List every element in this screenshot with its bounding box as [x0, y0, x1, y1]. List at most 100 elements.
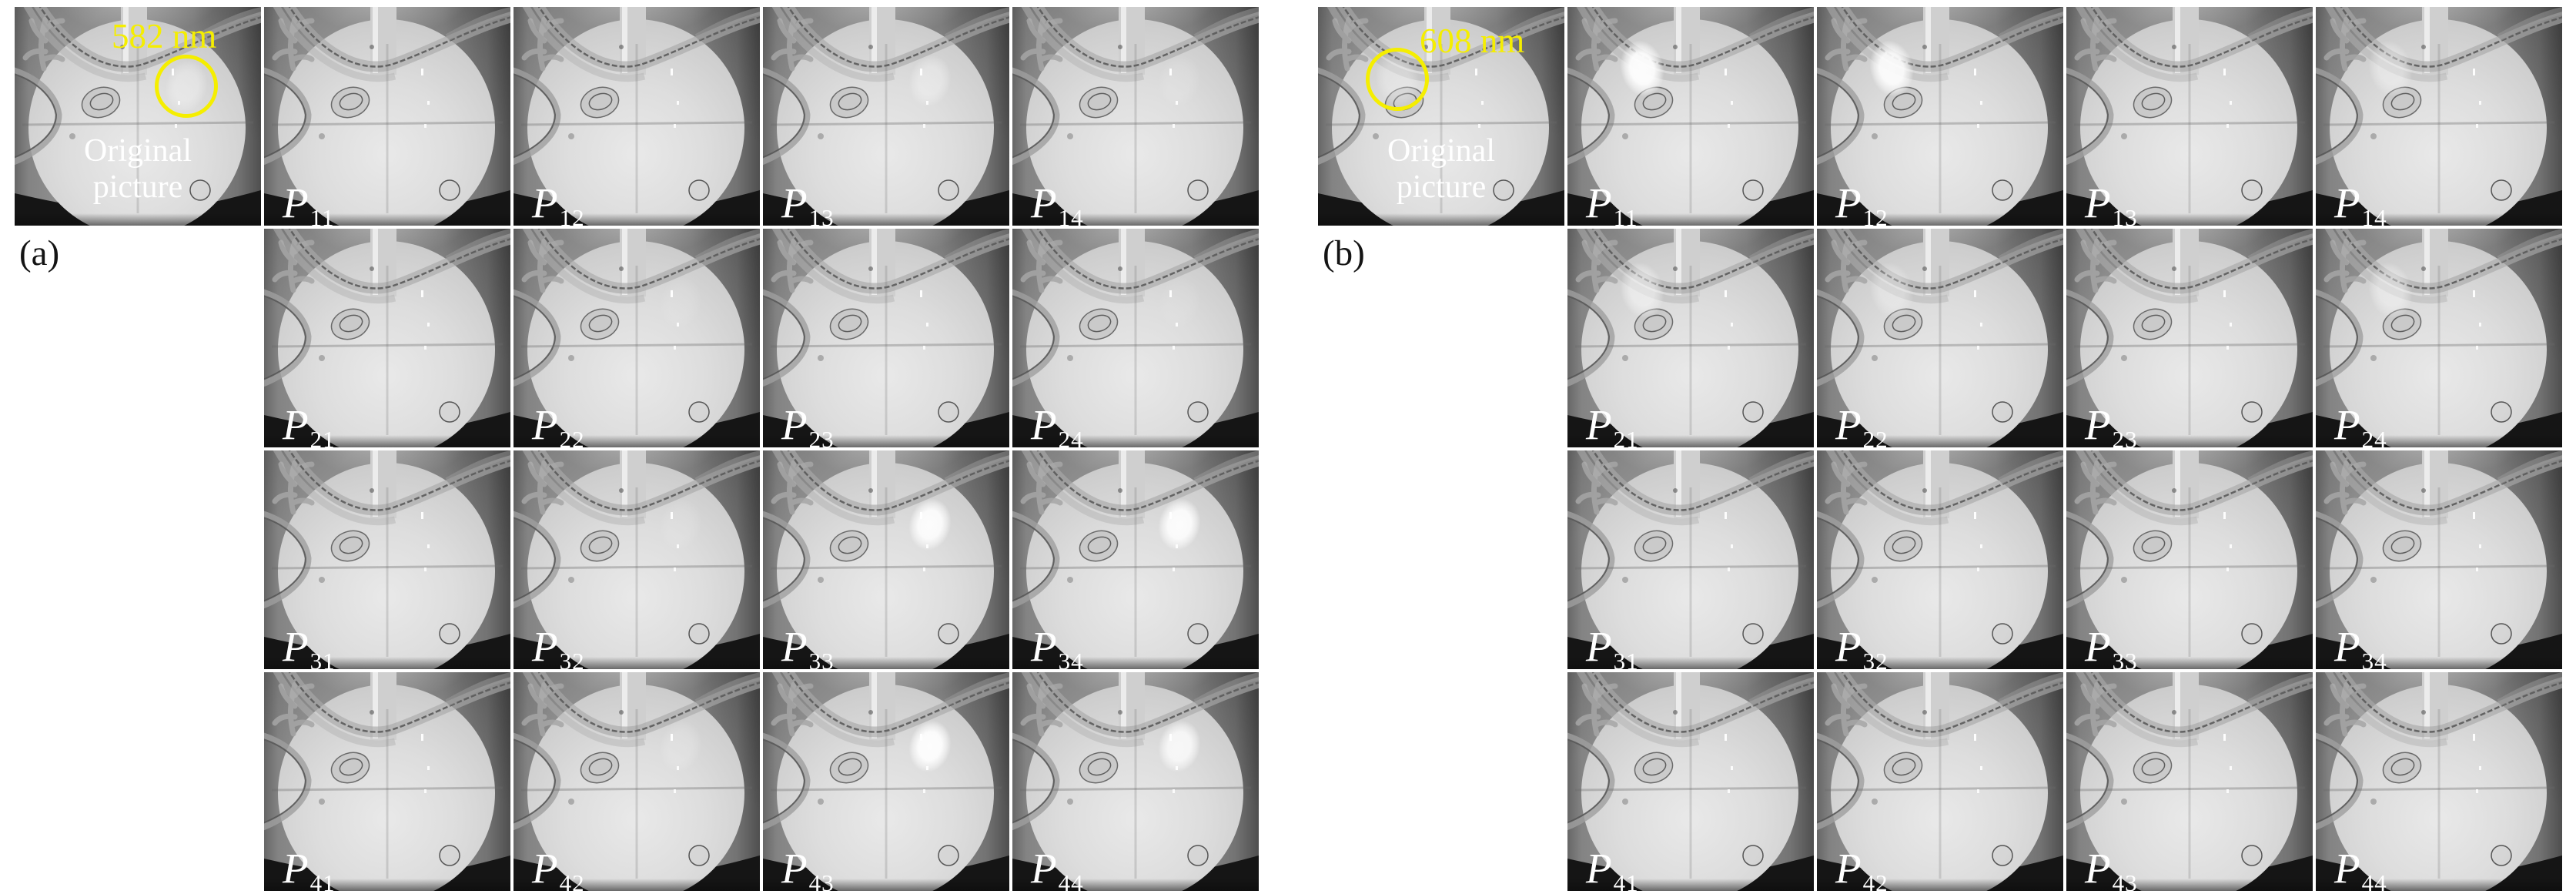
phantom-photo-art — [1817, 672, 2063, 891]
matrix-element-label: P23 — [781, 403, 835, 447]
label-subscript: 44 — [2361, 869, 2387, 891]
cell-a-P11: P11 — [264, 7, 510, 226]
bottom-shade — [2066, 657, 2313, 669]
blob-outline — [2133, 530, 2173, 562]
cell-a-P33: P33 — [763, 450, 1009, 669]
speck — [920, 290, 922, 297]
left-curve-band — [514, 732, 561, 831]
label-subscript: 11 — [309, 204, 335, 226]
blob-inner-outline — [1087, 92, 1112, 111]
label-subscript: 12 — [559, 204, 585, 226]
swoosh-edge — [787, 229, 1009, 290]
plant-decoration — [272, 16, 315, 72]
speck — [920, 734, 922, 741]
rod-highlight — [373, 229, 378, 295]
speck — [1173, 568, 1175, 571]
cell-b-P23: P23 — [2066, 229, 2313, 447]
bottom-shade — [15, 213, 261, 226]
left-curve-edge — [1817, 295, 1860, 380]
speck — [1980, 323, 1982, 326]
crosshair-horizontal — [770, 121, 1002, 126]
speck — [923, 346, 925, 350]
label-base: P — [2085, 401, 2111, 447]
speck — [2223, 512, 2226, 519]
label-base: P — [1835, 401, 1862, 447]
blob-inner-outline — [2141, 758, 2166, 776]
label-subscript: 31 — [1613, 648, 1639, 669]
inclusion-spot — [1158, 498, 1201, 551]
original-picture-label: Original picture — [1318, 133, 1564, 206]
speck — [1728, 568, 1730, 571]
dark-speck — [1622, 577, 1628, 583]
annotation-circle — [155, 55, 218, 118]
phantom-photo-art — [1817, 7, 2063, 226]
left-curve-edge — [514, 295, 557, 380]
blob-outline — [1079, 86, 1119, 119]
swoosh-edge — [787, 7, 1009, 68]
label-base: P — [1835, 845, 1862, 891]
left-curve-edge — [2066, 295, 2109, 380]
rod-highlight — [1121, 7, 1126, 73]
label-base: P — [532, 179, 558, 226]
swoosh-corner — [445, 229, 510, 263]
dark-speck — [1373, 133, 1379, 139]
inclusion-spot — [2368, 40, 2413, 97]
swoosh-corner — [1193, 450, 1259, 485]
swoosh-band-inner — [1021, 229, 1145, 304]
bottom-shade — [763, 435, 1009, 447]
dark-speck — [1622, 133, 1628, 139]
dark-speck — [868, 266, 873, 271]
dark-speck — [1673, 488, 1678, 493]
sphere-phantom — [2080, 19, 2297, 226]
crosshair-horizontal — [1574, 564, 1807, 570]
bottom-shade — [1567, 879, 1814, 891]
speck — [2473, 512, 2475, 519]
small-circle-mark — [938, 179, 959, 201]
left-curve-band — [1567, 511, 1615, 609]
dark-speck — [1872, 577, 1878, 583]
speck — [1478, 124, 1480, 128]
dark-speck — [568, 577, 574, 583]
crosshair-horizontal — [2323, 121, 2555, 126]
speck — [1176, 766, 1178, 770]
swoosh-corner — [2247, 672, 2313, 707]
swoosh-corner — [2497, 450, 2562, 485]
blob-inner-outline — [588, 92, 613, 111]
sphere-phantom — [1581, 685, 1798, 891]
small-circle-mark — [1187, 845, 1209, 866]
crosshair-horizontal — [2073, 121, 2306, 126]
cell-b-P44: P44 — [2316, 672, 2562, 891]
original-picture-label: Original picture — [15, 133, 261, 206]
phantom-photo-art — [514, 672, 760, 891]
small-circle-mark — [2241, 845, 2263, 866]
dark-speck — [818, 577, 824, 583]
swoosh-band-inner — [771, 7, 895, 82]
swoosh-edge — [1841, 7, 2063, 68]
inclusion-spot — [1158, 720, 1201, 772]
plant-decoration — [1825, 238, 1868, 293]
speck — [2476, 568, 2478, 571]
speck — [2479, 544, 2481, 548]
matrix-element-label: P21 — [283, 403, 336, 447]
label-base: P — [1835, 623, 1862, 669]
sphere-phantom — [777, 241, 994, 447]
phantom-photo-art — [1817, 229, 2063, 447]
phantom-photo-art — [1012, 7, 1259, 226]
speck — [2223, 69, 2226, 75]
dark-speck — [2421, 266, 2426, 271]
matrix-element-label: P22 — [1835, 401, 1889, 447]
bottom-shade — [763, 213, 1009, 226]
speck — [1169, 290, 1172, 297]
blob-inner-outline — [2390, 536, 2415, 554]
swoosh-corner — [1998, 229, 2063, 263]
swoosh-edge — [537, 229, 760, 290]
speck — [926, 766, 928, 770]
crosshair-horizontal — [2323, 564, 2555, 570]
phantom-photo-art — [763, 450, 1009, 669]
speck — [2226, 124, 2229, 128]
sphere-phantom — [2080, 685, 2297, 891]
crosshair-horizontal — [2323, 786, 2555, 792]
original-picture-b: 608 nm Original picture — [1318, 7, 1564, 226]
speck — [1725, 734, 1727, 741]
matrix-element-label: P41 — [1586, 847, 1639, 891]
